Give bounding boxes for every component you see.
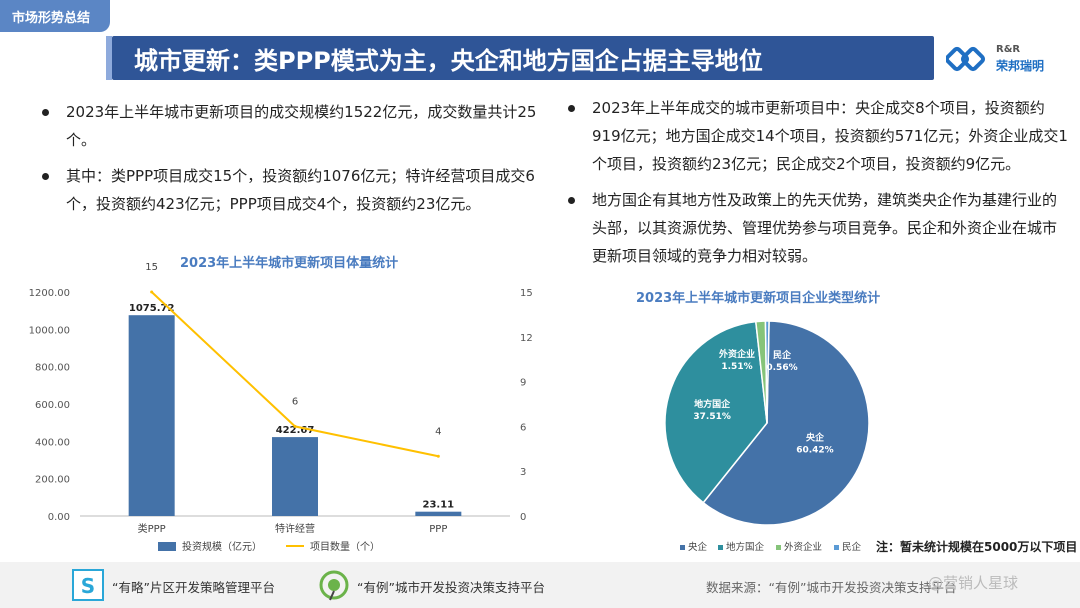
pie-label-value: 60.42% (796, 445, 834, 455)
line-value-label: 6 (292, 396, 298, 407)
legend-label: 投资规模（亿元） (182, 540, 262, 553)
pie-label-name: 外资企业 (718, 348, 755, 360)
left-bullet-list: 2023年上半年城市更新项目的成交规模约1522亿元，成交数量共计25个。 其中… (40, 98, 540, 226)
note-text: 注：暂未统计规模在5000万以下项目 (876, 540, 1078, 554)
y-left-tick-label: 600.00 (35, 400, 70, 411)
line-point (436, 454, 440, 458)
y-left-tick-label: 200.00 (35, 475, 70, 486)
bullet-item: 地方国企有其地方性及政策上的先天优势，建筑类央企作为基建行业的头部，以其资源优势… (566, 186, 1071, 270)
svg-text:S: S (81, 574, 95, 598)
bullet-dot-icon (42, 109, 49, 116)
page-title: 城市更新：类PPP模式为主，央企和地方国企占据主导地位 (112, 36, 934, 80)
legend-swatch (834, 545, 839, 550)
bar-chart-title: 2023年上半年城市更新项目体量统计 (180, 256, 399, 271)
logo-text-top: R&R (996, 44, 1021, 55)
youli-logo-icon (319, 570, 349, 601)
y-right-tick-label: 9 (520, 378, 526, 389)
x-tick-label: PPP (429, 524, 447, 535)
y-right-tick-label: 12 (520, 333, 533, 344)
y-right-tick-label: 15 (520, 288, 533, 299)
logo-text-bottom: 荣邦瑞明 (996, 59, 1045, 73)
footer-platform-1: “有略”片区开发策略管理平台 (112, 580, 275, 595)
bar-chart: 0.00 200.00 400.00 600.00 800.00 1000.00 1200.… (29, 262, 533, 553)
y-left-tick-label: 800.00 (35, 363, 70, 374)
bar (128, 315, 175, 516)
bullet-text: 其中：类PPP项目成交15个，投资额约1076亿元；特许经营项目成交6个，投资额… (66, 167, 535, 213)
legend-swatch (776, 545, 781, 550)
legend-swatch-bar (158, 542, 176, 551)
legend-swatch (680, 545, 685, 550)
line-point (150, 290, 154, 294)
pie-label-name: 央企 (806, 431, 825, 443)
legend-swatch (718, 545, 723, 550)
right-bullet-list: 2023年上半年成交的城市更新项目中：央企成交8个项目，投资额约919亿元；地方… (566, 94, 1071, 278)
bullet-item: 2023年上半年城市更新项目的成交规模约1522亿元，成交数量共计25个。 (40, 98, 540, 154)
pie-slice (664, 320, 768, 504)
line-value-label: 4 (435, 426, 441, 437)
pie-label-name: 民企 (773, 349, 792, 361)
legend-label: 项目数量（个） (310, 540, 380, 553)
bar (272, 437, 318, 516)
pie-slice (764, 320, 770, 424)
pie-label-value: 0.56% (766, 363, 797, 373)
bullet-dot-icon (42, 173, 49, 180)
bullet-text: 地方国企有其地方性及政策上的先天优势，建筑类央企作为基建行业的头部，以其资源优势… (592, 191, 1058, 265)
bullet-dot-icon (568, 105, 575, 112)
section-tag: 市场形势总结 (0, 0, 110, 32)
y-left-tick-label: 1000.00 (29, 325, 70, 336)
title-accent (106, 36, 112, 80)
bar-value-label: 23.11 (423, 500, 455, 511)
legend-label: 外资企业 (784, 541, 822, 553)
legend-label: 民企 (842, 541, 862, 553)
bullet-text: 2023年上半年成交的城市更新项目中：央企成交8个项目，投资额约919亿元；地方… (592, 99, 1068, 173)
bullet-item: 2023年上半年成交的城市更新项目中：央企成交8个项目，投资额约919亿元；地方… (566, 94, 1071, 178)
line-value-label: 15 (145, 262, 158, 273)
y-left-tick-label: 0.00 (48, 512, 70, 523)
pie-label-value: 1.51% (721, 362, 752, 372)
logo-icon (946, 46, 986, 72)
y-left-tick-label: 400.00 (35, 437, 70, 448)
bullet-item: 其中：类PPP项目成交15个，投资额约1076亿元；特许经营项目成交6个，投资额… (40, 162, 540, 218)
legend-label: 央企 (688, 541, 708, 553)
pie-label-value: 37.51% (693, 412, 731, 422)
bar (415, 511, 462, 516)
pie-label-name: 地方国企 (694, 398, 731, 410)
y-right-tick-label: 6 (520, 422, 526, 433)
pie-slice (702, 320, 870, 526)
pie-chart-title: 2023年上半年城市更新项目企业类型统计 (636, 291, 881, 306)
y-right-tick-label: 3 (520, 467, 526, 478)
line-point (293, 424, 297, 428)
data-source: 数据来源：“有例”城市开发投资决策支持平台 (706, 580, 957, 595)
legend-label: 地方国企 (726, 541, 765, 553)
y-left-tick-label: 1200.00 (29, 288, 70, 299)
footer-platform-2: “有例”城市开发投资决策支持平台 (357, 580, 545, 595)
y-right-tick-label: 0 (520, 512, 526, 523)
watermark: @营销人星球 (928, 574, 1019, 592)
bullet-dot-icon (568, 197, 575, 204)
footer: S “有略”片区开发策略管理平台 “有例”城市开发投资决策支持平台 数据来源：“… (0, 562, 1080, 608)
x-tick-label: 类PPP (138, 522, 166, 535)
x-tick-label: 特许经营 (275, 522, 315, 535)
bar-value-label: 1075.72 (129, 303, 175, 314)
bullet-text: 2023年上半年城市更新项目的成交规模约1522亿元，成交数量共计25个。 (66, 103, 537, 149)
bar-value-label: 422.67 (276, 425, 315, 436)
youlue-logo-icon: S (72, 569, 104, 601)
